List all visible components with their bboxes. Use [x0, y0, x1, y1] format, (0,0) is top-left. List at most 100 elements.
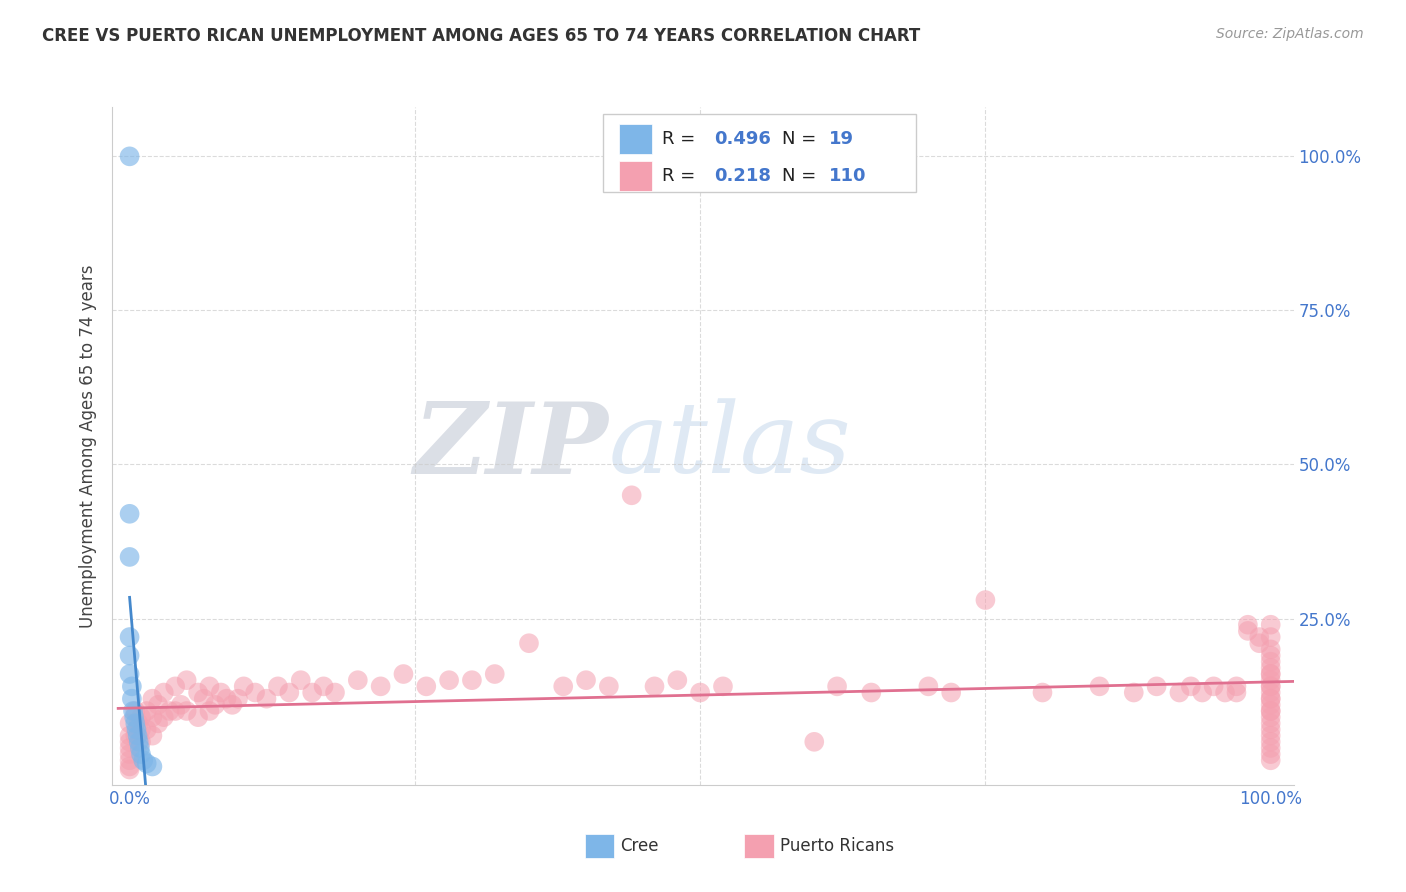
FancyBboxPatch shape	[585, 834, 614, 858]
Point	[118, 149, 141, 163]
Point	[129, 747, 152, 761]
Point	[415, 679, 437, 693]
Point	[461, 673, 484, 688]
Point	[1225, 679, 1247, 693]
Point	[1213, 685, 1236, 699]
Point	[323, 685, 346, 699]
Point	[118, 648, 141, 663]
FancyBboxPatch shape	[619, 161, 652, 192]
Point	[1260, 698, 1282, 712]
Point	[1260, 661, 1282, 675]
Point	[141, 759, 163, 773]
Text: ZIP: ZIP	[413, 398, 609, 494]
Point	[122, 710, 145, 724]
Point	[146, 716, 169, 731]
Point	[141, 691, 163, 706]
Point	[1191, 685, 1213, 699]
Point	[517, 636, 540, 650]
Point	[125, 723, 148, 737]
Point	[1260, 630, 1282, 644]
Point	[129, 723, 152, 737]
Point	[392, 667, 415, 681]
Text: Cree: Cree	[620, 837, 659, 855]
Point	[1260, 716, 1282, 731]
Text: 0.218: 0.218	[714, 167, 770, 186]
Point	[917, 679, 939, 693]
Point	[187, 710, 209, 724]
Text: atlas: atlas	[609, 399, 851, 493]
Point	[118, 507, 141, 521]
Point	[1202, 679, 1225, 693]
Point	[122, 704, 145, 718]
Point	[256, 691, 278, 706]
Point	[165, 704, 187, 718]
Point	[226, 691, 249, 706]
Point	[1168, 685, 1191, 699]
Point	[803, 735, 825, 749]
Point	[141, 710, 163, 724]
Point	[193, 691, 215, 706]
Point	[128, 741, 150, 756]
Point	[1249, 636, 1271, 650]
Point	[209, 685, 232, 699]
Point	[825, 679, 848, 693]
Point	[121, 679, 143, 693]
Point	[176, 673, 198, 688]
Point	[118, 763, 141, 777]
Point	[124, 704, 146, 718]
Text: CREE VS PUERTO RICAN UNEMPLOYMENT AMONG AGES 65 TO 74 YEARS CORRELATION CHART: CREE VS PUERTO RICAN UNEMPLOYMENT AMONG …	[42, 27, 921, 45]
FancyBboxPatch shape	[619, 123, 652, 154]
FancyBboxPatch shape	[603, 114, 915, 192]
Point	[159, 704, 181, 718]
FancyBboxPatch shape	[744, 834, 773, 858]
Point	[118, 759, 141, 773]
Point	[1260, 735, 1282, 749]
Point	[278, 685, 301, 699]
Text: 110: 110	[830, 167, 868, 186]
Point	[1260, 667, 1282, 681]
Point	[132, 753, 155, 767]
Point	[666, 673, 689, 688]
Point	[1249, 630, 1271, 644]
Point	[1260, 741, 1282, 756]
Point	[127, 729, 149, 743]
Point	[204, 698, 226, 712]
Point	[118, 741, 141, 756]
Point	[598, 679, 620, 693]
Point	[1225, 685, 1247, 699]
Point	[1237, 624, 1260, 638]
Point	[135, 723, 157, 737]
Point	[118, 667, 141, 681]
Point	[290, 673, 312, 688]
Point	[346, 673, 368, 688]
Point	[124, 729, 146, 743]
Text: Puerto Ricans: Puerto Ricans	[780, 837, 894, 855]
Point	[644, 679, 666, 693]
Point	[153, 685, 176, 699]
Text: Source: ZipAtlas.com: Source: ZipAtlas.com	[1216, 27, 1364, 41]
Point	[1260, 642, 1282, 657]
Point	[1260, 691, 1282, 706]
Text: N =: N =	[782, 167, 823, 186]
Point	[135, 756, 157, 771]
Text: 0.496: 0.496	[714, 129, 770, 148]
Point	[1122, 685, 1144, 699]
Point	[1260, 679, 1282, 693]
Point	[1260, 753, 1282, 767]
Point	[1260, 679, 1282, 693]
Point	[1260, 747, 1282, 761]
Point	[711, 679, 734, 693]
Point	[1260, 655, 1282, 669]
Point	[312, 679, 335, 693]
Point	[128, 735, 150, 749]
Point	[146, 698, 169, 712]
Text: R =: R =	[662, 129, 700, 148]
Point	[860, 685, 883, 699]
Text: 19: 19	[830, 129, 855, 148]
Point	[1260, 667, 1282, 681]
Point	[165, 679, 187, 693]
Text: R =: R =	[662, 167, 700, 186]
Point	[1260, 648, 1282, 663]
Point	[370, 679, 392, 693]
Point	[484, 667, 506, 681]
